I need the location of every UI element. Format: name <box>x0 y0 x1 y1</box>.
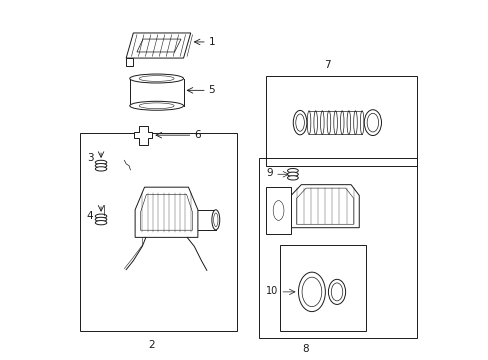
Ellipse shape <box>287 172 298 176</box>
Text: 4: 4 <box>86 211 93 221</box>
Ellipse shape <box>129 101 183 110</box>
Polygon shape <box>265 187 290 234</box>
Ellipse shape <box>211 210 219 230</box>
Ellipse shape <box>364 110 381 135</box>
Polygon shape <box>126 33 190 58</box>
Polygon shape <box>135 187 198 237</box>
Text: 10: 10 <box>265 286 278 296</box>
Bar <box>265 76 416 166</box>
Text: 1: 1 <box>208 37 215 47</box>
Ellipse shape <box>95 163 106 168</box>
Ellipse shape <box>95 214 106 219</box>
Text: 3: 3 <box>86 153 93 163</box>
Ellipse shape <box>287 176 298 180</box>
Ellipse shape <box>95 167 106 171</box>
Ellipse shape <box>95 217 106 222</box>
Text: 7: 7 <box>323 60 329 70</box>
Ellipse shape <box>95 221 106 225</box>
Text: 2: 2 <box>148 340 154 350</box>
Polygon shape <box>134 126 152 145</box>
Polygon shape <box>290 185 359 228</box>
Text: 6: 6 <box>194 130 201 140</box>
Text: 8: 8 <box>302 343 308 354</box>
Bar <box>280 244 366 330</box>
Ellipse shape <box>293 111 306 135</box>
Polygon shape <box>126 58 133 66</box>
Ellipse shape <box>95 160 106 165</box>
Ellipse shape <box>298 272 325 312</box>
Ellipse shape <box>287 168 298 173</box>
Bar <box>80 134 237 330</box>
Ellipse shape <box>328 279 345 305</box>
Bar <box>258 158 416 338</box>
Text: 9: 9 <box>265 168 272 178</box>
Ellipse shape <box>129 74 183 83</box>
Text: 5: 5 <box>208 85 215 95</box>
